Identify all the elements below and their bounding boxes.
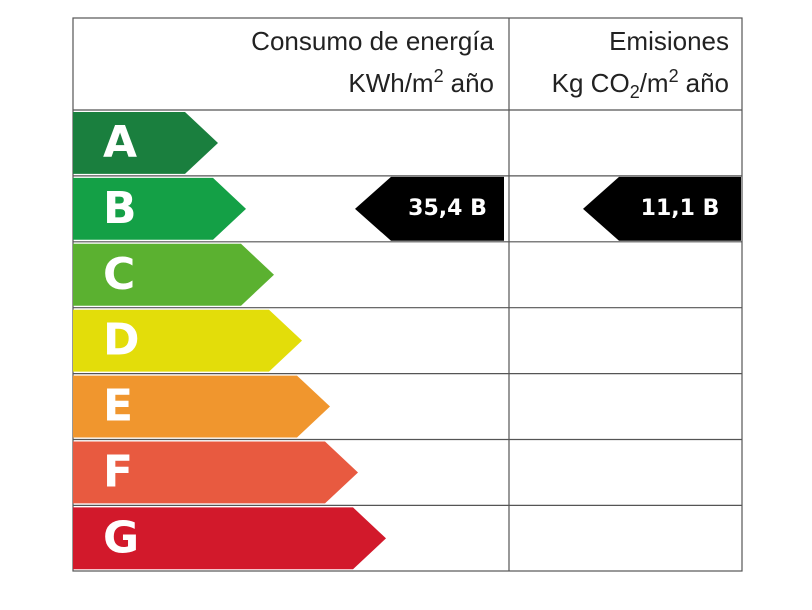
emissions-value: 11,1 B [641, 196, 720, 221]
grade-letter: G [103, 512, 139, 563]
unit-superscript: 2 [669, 66, 679, 86]
emissions-indicator [583, 176, 741, 241]
grade-arrow [73, 507, 386, 570]
unit-subscript: 2 [630, 82, 640, 102]
grade-letter: F [103, 446, 133, 497]
consumption-value: 35,4 B [408, 196, 487, 221]
unit-part: Kg CO [552, 68, 630, 98]
grade-letter: E [103, 381, 133, 432]
unit-superscript: 2 [434, 66, 444, 86]
grade-letter: C [103, 249, 135, 300]
emissions-title: Emisiones [609, 26, 729, 56]
grade-letter: A [103, 117, 137, 168]
unit-part: año [686, 68, 729, 98]
grade-arrow [73, 177, 246, 240]
consumption-indicator [355, 176, 504, 241]
grade-letter: D [103, 315, 140, 366]
grade-arrow [73, 309, 302, 372]
consumption-title: Consumo de energía [251, 26, 494, 56]
grade-arrow [73, 375, 330, 438]
unit-part: KWh/m [348, 68, 433, 98]
unit-part: /m [640, 68, 669, 98]
emissions-unit: Kg CO2/m2 año [552, 66, 729, 102]
unit-part: año [451, 68, 494, 98]
grade-arrow [73, 243, 274, 306]
consumption-unit: KWh/m2 año [348, 66, 494, 98]
grade-letter: B [103, 183, 137, 234]
grade-arrow [73, 112, 218, 174]
grade-arrow [73, 441, 358, 504]
